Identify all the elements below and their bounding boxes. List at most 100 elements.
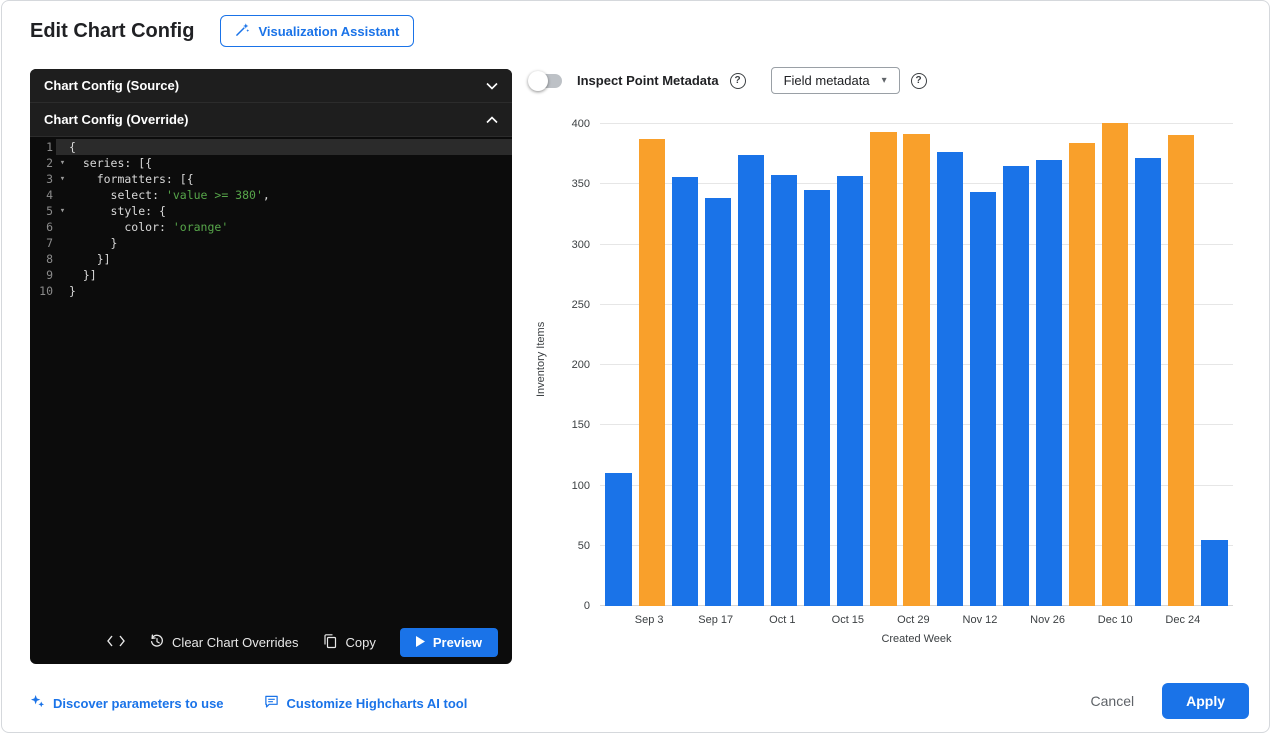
x-tick-label: Oct 29: [897, 614, 930, 626]
help-icon[interactable]: ?: [729, 72, 746, 89]
chart-config-editor: Chart Config (Source) Chart Config (Over…: [30, 69, 512, 664]
fold-arrow-icon: [56, 219, 69, 235]
line-number: 6: [46, 220, 53, 234]
chevron-up-icon: [486, 112, 498, 127]
code-line[interactable]: 5 ▾ style: {: [30, 203, 512, 219]
bar[interactable]: [605, 473, 632, 606]
line-number: 7: [46, 236, 53, 250]
bar[interactable]: [903, 133, 930, 606]
line-number: 3: [46, 172, 53, 186]
code-line[interactable]: 2 ▾ series: [{: [30, 155, 512, 171]
y-tick-label: 350: [571, 178, 590, 191]
bar[interactable]: [671, 177, 698, 606]
fold-arrow-icon: [56, 139, 69, 155]
caret-down-icon: ▾: [881, 75, 887, 86]
bar[interactable]: [1201, 539, 1228, 606]
help-icon-2[interactable]: ?: [910, 72, 927, 89]
code-line[interactable]: 6 color: 'orange': [30, 219, 512, 235]
field-metadata-label: Field metadata: [783, 73, 870, 88]
apply-button[interactable]: Apply: [1162, 683, 1249, 719]
code-text: }]: [69, 252, 111, 266]
fold-arrow-icon[interactable]: ▾: [59, 158, 66, 168]
code-line[interactable]: 3 ▾ formatters: [{: [30, 171, 512, 187]
code-editor[interactable]: 1{2 ▾ series: [{3 ▾ formatters: [{4 select…: [30, 137, 512, 620]
visualization-assistant-button[interactable]: Visualization Assistant: [220, 15, 415, 47]
y-tick-label: 400: [571, 118, 590, 131]
code-line[interactable]: 7 }: [30, 235, 512, 251]
cancel-button[interactable]: Cancel: [1090, 693, 1135, 709]
bar[interactable]: [1002, 166, 1029, 606]
copy-button[interactable]: Copy: [322, 633, 376, 652]
magic-wand-icon: [235, 22, 250, 40]
code-text: }]: [69, 268, 97, 282]
x-tick-label: [1065, 614, 1098, 626]
code-view-button[interactable]: [107, 635, 125, 650]
bar[interactable]: [1069, 143, 1096, 606]
code-text: }: [69, 284, 76, 298]
editor-toolbar: Clear Chart Overrides Copy Preview: [30, 620, 512, 664]
chart-controls: Inspect Point Metadata ? Field metadata …: [528, 67, 927, 94]
code-text: }: [69, 236, 118, 250]
x-tick-label: [1200, 614, 1233, 626]
line-number: 5: [46, 204, 53, 218]
bar[interactable]: [837, 175, 864, 606]
x-tick-label: [666, 614, 699, 626]
clear-chart-overrides-label: Clear Chart Overrides: [172, 634, 299, 650]
y-tick-label: 100: [571, 479, 590, 492]
bar[interactable]: [1035, 160, 1063, 606]
x-tick-label: [930, 614, 963, 626]
bar[interactable]: [969, 191, 996, 606]
bar[interactable]: [804, 190, 831, 606]
bar[interactable]: [1135, 157, 1162, 606]
bar[interactable]: [936, 151, 963, 606]
x-axis-title: Created Week: [881, 633, 952, 645]
source-section-header[interactable]: Chart Config (Source): [30, 69, 512, 103]
bar[interactable]: [704, 197, 731, 606]
y-axis-title: Inventory Items: [535, 321, 547, 397]
x-tick-label: Dec 10: [1097, 614, 1133, 626]
comment-icon: [264, 694, 279, 712]
fold-arrow-icon[interactable]: ▾: [59, 174, 66, 184]
code-line[interactable]: 1{: [30, 139, 512, 155]
bar[interactable]: [1168, 134, 1195, 606]
discover-parameters-label: Discover parameters to use: [53, 695, 224, 711]
clear-chart-overrides-button[interactable]: Clear Chart Overrides: [149, 633, 298, 652]
customize-highcharts-link[interactable]: Customize Highcharts AI tool: [264, 694, 468, 712]
fold-arrow-icon[interactable]: ▾: [59, 206, 66, 216]
override-section-title: Chart Config (Override): [44, 112, 189, 127]
fold-arrow-icon: [56, 267, 69, 283]
code-lines: 1{2 ▾ series: [{3 ▾ formatters: [{4 select…: [30, 139, 512, 299]
discover-parameters-link[interactable]: Discover parameters to use: [30, 694, 224, 712]
bar[interactable]: [737, 155, 765, 606]
x-tick-label: [864, 614, 897, 626]
bar[interactable]: [870, 132, 897, 606]
bar[interactable]: [1102, 122, 1129, 606]
code-line[interactable]: 8 }]: [30, 251, 512, 267]
code-text: {: [69, 140, 76, 154]
field-metadata-dropdown[interactable]: Field metadata ▾: [770, 67, 900, 94]
code-line[interactable]: 10}: [30, 283, 512, 299]
inspect-point-metadata-toggle[interactable]: [528, 70, 562, 91]
fold-arrow-icon: [56, 187, 69, 203]
copy-label: Copy: [345, 634, 376, 650]
override-section-header[interactable]: Chart Config (Override): [30, 103, 512, 137]
fold-arrow-icon: [56, 251, 69, 267]
x-tick-label: Nov 26: [1030, 614, 1066, 626]
footer-links: Discover parameters to use Customize Hig…: [30, 694, 467, 712]
bars: [600, 112, 1233, 606]
y-tick-label: 50: [577, 539, 590, 552]
line-number: 9: [46, 268, 53, 282]
bar[interactable]: [638, 138, 665, 606]
inspect-point-metadata-label: Inspect Point Metadata: [577, 73, 719, 88]
y-tick-label: 150: [571, 419, 590, 432]
preview-button[interactable]: Preview: [399, 627, 498, 657]
code-line[interactable]: 4 select: 'value >= 380',: [30, 187, 512, 203]
y-tick-label: 300: [571, 238, 590, 251]
source-section-title: Chart Config (Source): [44, 78, 180, 93]
bar[interactable]: [771, 174, 798, 606]
code-line[interactable]: 9 }]: [30, 267, 512, 283]
code-brackets-icon: [107, 635, 125, 650]
customize-highcharts-label: Customize Highcharts AI tool: [286, 695, 468, 711]
x-tick-label: Oct 1: [769, 614, 796, 626]
footer-actions: Cancel Apply: [1091, 683, 1249, 719]
